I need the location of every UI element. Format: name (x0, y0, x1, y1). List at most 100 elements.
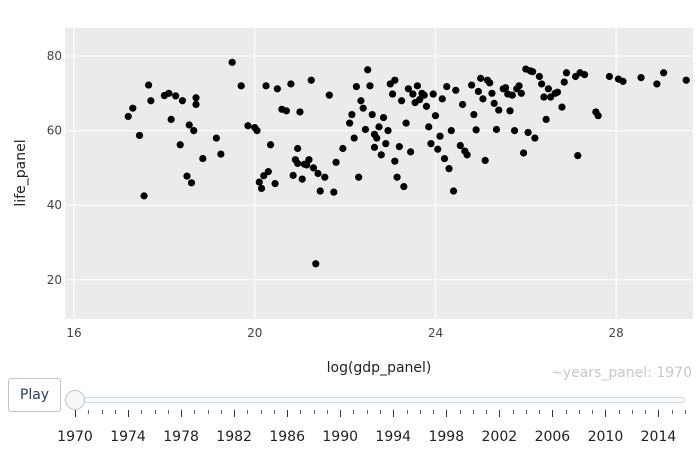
data-point (176, 141, 184, 149)
data-point (492, 125, 501, 134)
slider-tick (181, 410, 183, 417)
slider-tick (419, 410, 421, 414)
data-point (404, 85, 412, 93)
data-point (538, 80, 546, 88)
slider-tick (300, 410, 302, 414)
y-tick-label: 20 (47, 273, 62, 287)
data-point (228, 58, 236, 66)
data-point (427, 140, 435, 148)
data-point (481, 156, 489, 165)
data-point (167, 115, 175, 124)
slider-tick (671, 410, 673, 414)
data-point (416, 96, 424, 104)
data-point (271, 179, 279, 188)
data-point (348, 110, 356, 119)
data-point (199, 154, 207, 163)
data-point (558, 103, 566, 111)
slider-tick (459, 410, 461, 414)
x-tick-label: 28 (609, 326, 624, 340)
data-point (397, 97, 406, 105)
data-point (440, 154, 449, 163)
current-frame-label: ~years_panel: 1970 (551, 365, 692, 381)
data-point (305, 156, 313, 164)
data-point (477, 74, 485, 82)
slider-label[interactable]: 1970 (57, 429, 93, 445)
data-point (147, 97, 155, 105)
data-point (438, 95, 446, 103)
data-point (395, 143, 403, 151)
slider-tick (499, 410, 501, 417)
slider-label[interactable]: 2006 (534, 429, 571, 445)
data-point (393, 173, 401, 181)
slider-label[interactable]: 1978 (163, 429, 199, 445)
data-point (332, 158, 340, 166)
slider-tick (578, 410, 580, 414)
x-tick-label: 24 (428, 326, 443, 340)
slider-tick (433, 410, 435, 414)
data-point (350, 134, 358, 142)
slider-label[interactable]: 1982 (216, 429, 252, 445)
slider-handle[interactable] (65, 390, 85, 410)
y-axis-ticks: 20 40 60 80 (47, 49, 62, 287)
slider-label[interactable]: 1974 (110, 429, 146, 445)
data-point (330, 188, 338, 196)
data-point (580, 71, 589, 79)
data-point (388, 90, 397, 98)
data-point (594, 112, 602, 120)
slider-tick (565, 410, 567, 414)
data-point (357, 97, 365, 105)
slider-label[interactable]: 1994 (375, 429, 412, 445)
slider-tick (658, 410, 660, 417)
slider-tick (605, 410, 607, 417)
play-button[interactable]: Play (8, 378, 61, 412)
data-point (294, 159, 302, 168)
data-point (391, 157, 399, 165)
slider-tick (220, 410, 222, 414)
slider-tick (340, 410, 342, 417)
data-point (212, 134, 220, 142)
data-point (447, 126, 455, 135)
data-point (560, 78, 568, 86)
slider-tick (366, 410, 368, 414)
data-point (407, 148, 415, 156)
slider-tick (446, 410, 448, 417)
x-tick-label: 20 (247, 326, 262, 340)
slider-tick (685, 410, 686, 414)
data-point (605, 72, 614, 81)
data-point (359, 104, 367, 112)
slider-tick (260, 410, 262, 414)
data-point (574, 151, 582, 160)
slider-label[interactable]: 1998 (428, 429, 465, 445)
data-point (129, 104, 137, 112)
slider-label[interactable]: 2010 (587, 429, 624, 445)
data-point (192, 94, 200, 102)
data-point (479, 95, 487, 103)
slider-track[interactable] (75, 397, 685, 403)
slider-label[interactable]: 1990 (322, 429, 359, 445)
data-point (540, 93, 548, 101)
slider-label[interactable]: 2002 (481, 429, 518, 445)
slider-tick (486, 410, 488, 414)
data-point (217, 150, 225, 158)
data-point (553, 88, 562, 96)
data-point (339, 144, 347, 153)
data-point (289, 171, 297, 179)
slider-tick (167, 410, 169, 414)
data-point (486, 79, 494, 87)
slider-tick (207, 410, 209, 414)
data-point (144, 81, 153, 89)
x-tick-label: 16 (66, 326, 81, 340)
data-point (529, 68, 537, 76)
data-point (237, 82, 245, 90)
data-point (253, 126, 261, 135)
data-points (124, 58, 690, 268)
data-point (264, 168, 272, 176)
slider-label[interactable]: 2014 (640, 429, 677, 445)
slider-tick (645, 410, 647, 414)
data-point (422, 102, 431, 110)
data-point (531, 134, 539, 142)
slider-label[interactable]: 1986 (269, 429, 305, 445)
x-axis-ticks: 16 20 24 28 (66, 326, 623, 340)
slider-tick (618, 410, 620, 414)
data-point (382, 140, 390, 148)
